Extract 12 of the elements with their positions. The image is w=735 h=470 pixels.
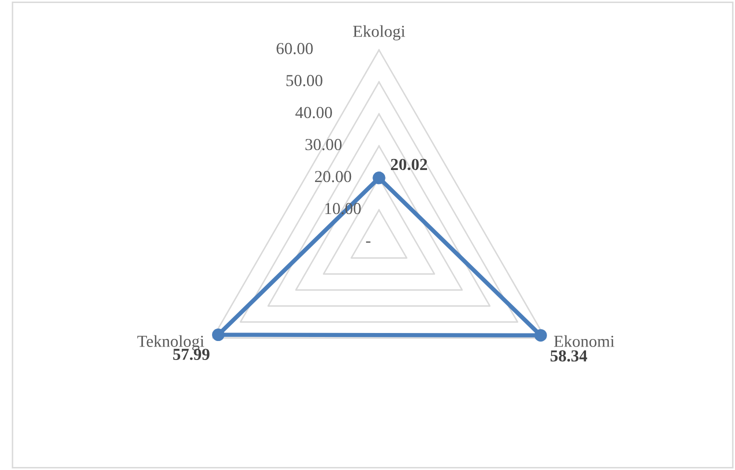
spoke-label: Ekologi [353,25,406,40]
spoke-label: Teknologi [137,335,204,350]
y-tick-label: 50.00 [286,74,322,86]
data-label: 58.34 [550,350,588,362]
y-tick-label: - [366,241,370,243]
data-label: 20.02 [390,158,428,170]
y-tick-label: 20.00 [315,170,352,182]
spoke-label: Ekonomi [554,335,614,347]
y-tick-label: 60.00 [276,42,313,54]
data-label: 57.99 [173,348,210,360]
y-tick-label: 30.00 [305,138,342,150]
y-tick-label: 40.00 [295,106,332,118]
